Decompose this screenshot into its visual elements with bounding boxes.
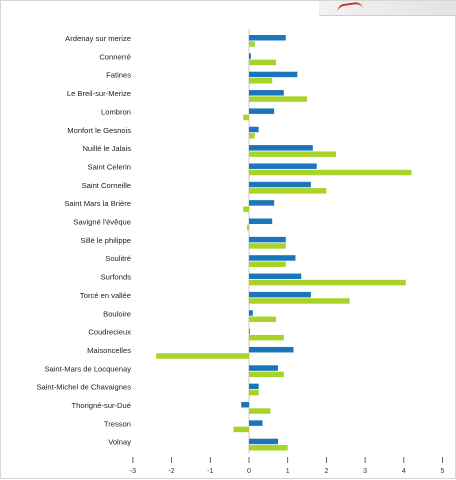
bar-series-1: [249, 310, 253, 316]
bar-series-2: [249, 188, 327, 194]
category-label: Saint Corneille: [82, 181, 131, 190]
bar-series-2: [249, 279, 406, 286]
bar-series-2: [249, 169, 412, 176]
bar-series-1: [249, 328, 250, 335]
bar-series-2: [249, 445, 288, 451]
category-label: Bouloire: [103, 309, 131, 318]
category-label: Fatines: [106, 71, 131, 80]
bar-series-1: [249, 383, 259, 390]
bar-series-1: [249, 181, 311, 188]
x-tick-label: 5: [441, 468, 445, 475]
bar-series-1: [249, 200, 275, 206]
x-tick-label: 3: [363, 468, 367, 475]
category-label: Monfort le Gesnois: [67, 126, 131, 135]
category-label: Volnay: [108, 438, 131, 447]
bar-series-1: [249, 71, 298, 78]
bar-series-1: [249, 420, 263, 426]
bar-series-1: [241, 402, 249, 408]
corner-thumbnail: [319, 1, 456, 16]
bar-series-2: [243, 114, 249, 121]
bar-series-2: [249, 78, 273, 84]
bar-series-2: [249, 243, 286, 249]
category-label: Lombron: [101, 107, 131, 116]
category-label: Ardenay sur merize: [65, 34, 131, 43]
category-label: Nuillé le Jalais: [82, 144, 131, 153]
bar-series-1: [249, 365, 279, 371]
bar-series-2: [249, 59, 277, 66]
category-label: Connerré: [99, 52, 131, 61]
bar-series-1: [249, 145, 313, 151]
bar-series-1: [249, 218, 273, 224]
category-label: Surfonds: [101, 273, 132, 282]
category-label: Soulitré: [105, 254, 131, 263]
bar-series-1: [249, 90, 284, 96]
x-tick-label: -3: [130, 468, 136, 475]
category-label: Saint-Mars de Locquenay: [44, 364, 131, 373]
bar-series-1: [249, 53, 251, 59]
bar-series-1: [249, 346, 294, 353]
bar-series-2: [156, 353, 249, 359]
bar-series-2: [249, 298, 350, 304]
bar-series-2: [249, 133, 255, 139]
x-tick-label: -1: [207, 468, 213, 475]
bar-series-2: [249, 96, 308, 102]
bar-series-2: [243, 206, 249, 212]
x-tick-label: 2: [324, 468, 328, 475]
bar-series-1: [249, 108, 275, 114]
category-label: Maisoncelles: [87, 346, 131, 355]
bar-series-2: [249, 151, 337, 157]
bar-series-1: [249, 438, 279, 445]
bar-series-2: [249, 41, 255, 47]
bar-series-2: [233, 426, 249, 433]
bar-series-1: [249, 236, 286, 243]
category-label: Coudrecieux: [88, 328, 131, 337]
bar-series-2: [249, 316, 277, 323]
bar-series-1: [249, 35, 286, 41]
category-label: Le Breil-sur-Merize: [67, 89, 131, 98]
bar-series-2: [249, 371, 284, 378]
bar-series-2: [249, 261, 286, 267]
category-label: Tresson: [104, 419, 131, 428]
x-tick-label: -2: [168, 468, 174, 475]
category-label: Torcé en vallée: [80, 291, 131, 300]
category-label: Saint-Michel de Chavaignes: [36, 383, 131, 392]
x-tick-label: 4: [402, 468, 406, 475]
bar-series-1: [249, 126, 259, 133]
category-label: Saint Mars la Brière: [64, 199, 131, 208]
bar-series-2: [247, 224, 249, 231]
bar-series-1: [249, 291, 311, 298]
bar-series-1: [249, 273, 302, 280]
bar-series-2: [249, 408, 271, 414]
bar-series-1: [249, 255, 296, 261]
bar-series-2: [249, 389, 259, 396]
x-tick-label: 0: [247, 468, 251, 475]
x-tick-label: 1: [286, 468, 290, 475]
category-label: Saint Celerin: [88, 162, 131, 171]
category-label: Savigné l'évêque: [73, 218, 131, 227]
bar-series-1: [249, 163, 317, 169]
category-label: Sillé le philippe: [80, 236, 131, 245]
bar-series-2: [249, 334, 284, 341]
category-label: Thorigné-sur-Dué: [71, 401, 131, 410]
